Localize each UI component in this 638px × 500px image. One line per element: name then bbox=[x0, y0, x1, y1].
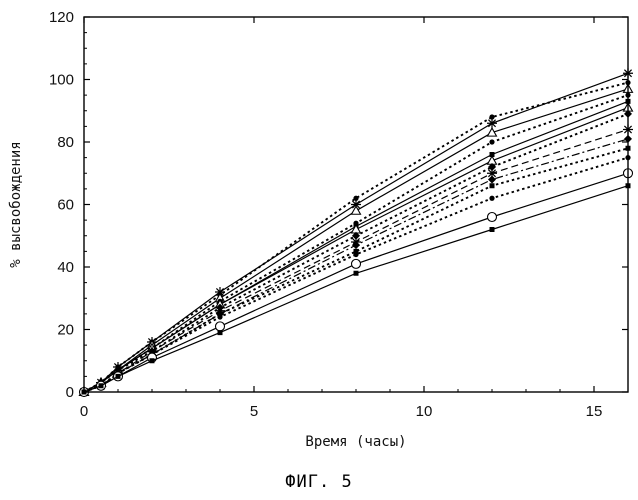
y-tick-label: 40 bbox=[57, 259, 74, 276]
y-tick-label: 120 bbox=[49, 9, 74, 26]
data-point bbox=[487, 118, 497, 128]
data-point bbox=[489, 196, 494, 201]
y-tick-label: 0 bbox=[66, 384, 74, 401]
series-line bbox=[84, 186, 628, 392]
series-10 bbox=[82, 146, 631, 395]
data-point bbox=[218, 330, 223, 335]
data-point bbox=[353, 196, 358, 201]
y-tick-label: 100 bbox=[49, 72, 74, 89]
y-axis-title: % высвобождения bbox=[8, 141, 24, 267]
y-tick-label: 20 bbox=[57, 322, 74, 339]
plot-series bbox=[79, 68, 633, 397]
data-point bbox=[150, 358, 155, 363]
x-tick-label: 0 bbox=[80, 403, 88, 420]
data-point bbox=[116, 374, 121, 379]
x-tick-label: 5 bbox=[250, 403, 258, 420]
x-axis-ticks: 0 5 10 15 bbox=[80, 17, 603, 420]
data-point bbox=[489, 114, 494, 119]
data-point bbox=[490, 227, 495, 232]
x-axis-title: Время (часы) bbox=[305, 434, 406, 450]
series-13 bbox=[82, 183, 631, 394]
x-tick-label: 15 bbox=[586, 403, 603, 420]
data-point bbox=[217, 314, 222, 319]
data-point bbox=[353, 252, 358, 257]
data-point bbox=[99, 383, 104, 388]
data-point bbox=[488, 213, 497, 222]
y-tick-label: 80 bbox=[57, 134, 74, 151]
data-point bbox=[216, 322, 225, 331]
data-point bbox=[489, 139, 494, 144]
data-point bbox=[354, 271, 359, 276]
figure-caption: ФИГ. 5 bbox=[0, 472, 638, 492]
x-tick-label: 10 bbox=[416, 403, 433, 420]
data-point bbox=[352, 259, 361, 268]
y-tick-label: 60 bbox=[57, 197, 74, 214]
data-point bbox=[490, 183, 495, 188]
y-axis-ticks: 0 20 40 60 80 100 120 bbox=[49, 9, 628, 401]
